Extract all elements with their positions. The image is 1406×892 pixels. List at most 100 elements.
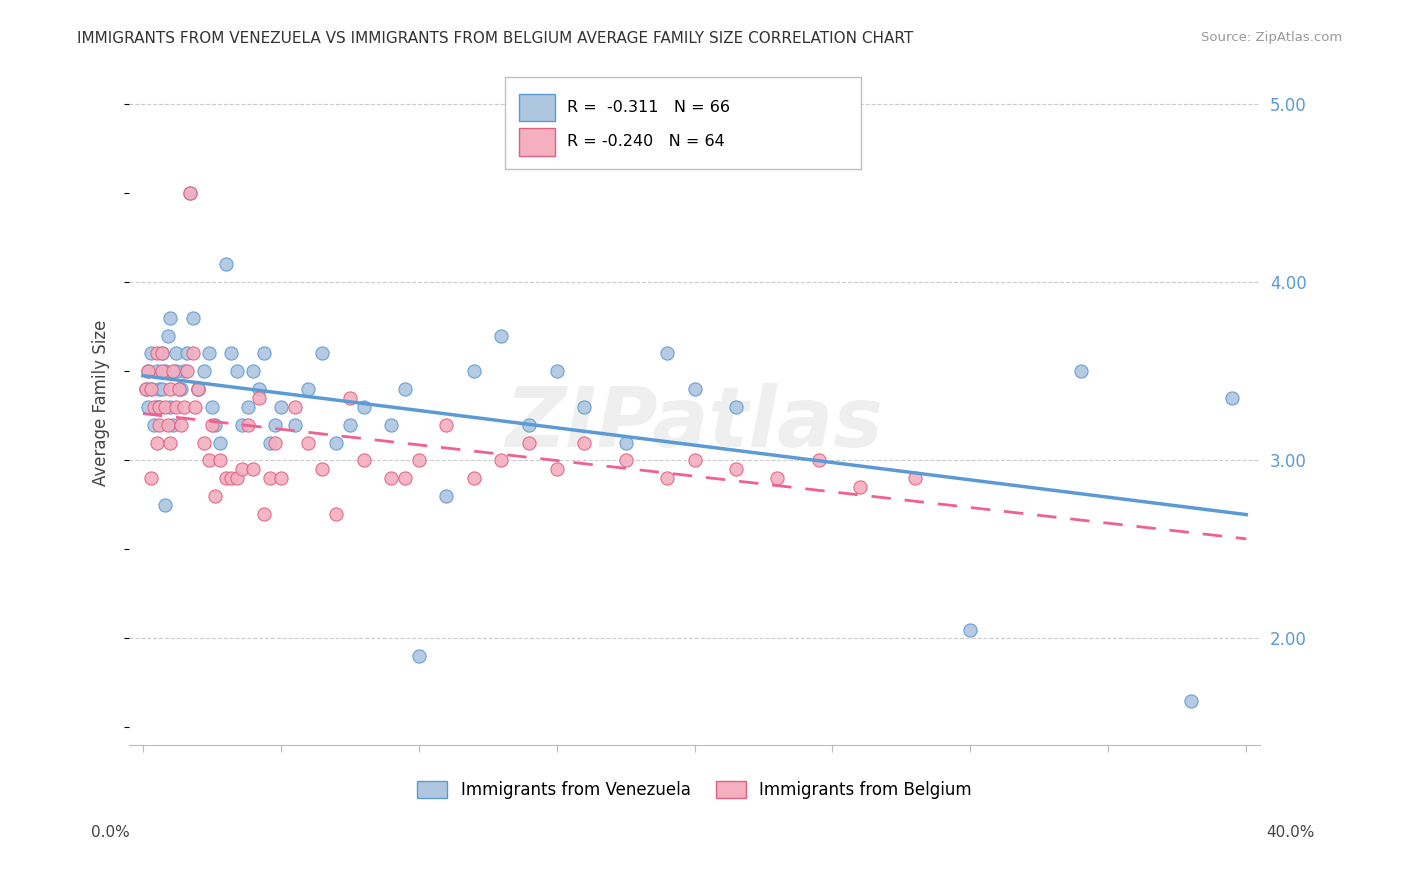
Point: [614, 453, 637, 467]
Point: [142, 417, 165, 432]
Point: [394, 471, 416, 485]
Point: [339, 391, 361, 405]
Text: 40.0%: 40.0%: [1267, 825, 1315, 840]
Point: [201, 417, 224, 432]
Point: [170, 382, 193, 396]
Legend: Immigrants from Venezuela, Immigrants from Belgium: Immigrants from Venezuela, Immigrants fr…: [411, 774, 979, 805]
Point: [325, 435, 347, 450]
Text: ZIPatlas: ZIPatlas: [506, 383, 883, 464]
Point: [141, 346, 163, 360]
Point: [138, 364, 160, 378]
Point: [187, 382, 209, 396]
Text: R = -0.240   N = 64: R = -0.240 N = 64: [567, 135, 724, 149]
Point: [159, 435, 181, 450]
Point: [214, 471, 236, 485]
Point: [655, 471, 678, 485]
Point: [1180, 694, 1202, 708]
Point: [176, 364, 198, 378]
Point: [141, 382, 163, 396]
Point: [1070, 364, 1092, 378]
Point: [297, 435, 319, 450]
Point: [724, 400, 747, 414]
Point: [145, 435, 167, 450]
Point: [463, 471, 485, 485]
Point: [434, 417, 457, 432]
Point: [683, 382, 706, 396]
FancyBboxPatch shape: [505, 77, 860, 169]
Point: [311, 462, 333, 476]
Point: [339, 417, 361, 432]
Point: [150, 382, 173, 396]
Point: [198, 346, 221, 360]
Point: [145, 364, 167, 378]
Point: [165, 400, 187, 414]
Point: [325, 507, 347, 521]
Point: [159, 382, 181, 396]
Point: [209, 435, 232, 450]
Point: [148, 400, 170, 414]
Point: [959, 623, 981, 637]
Point: [173, 364, 195, 378]
Text: 0.0%: 0.0%: [91, 825, 131, 840]
Point: [394, 382, 416, 396]
Point: [153, 364, 176, 378]
Point: [264, 435, 287, 450]
Point: [135, 382, 157, 396]
Point: [242, 462, 264, 476]
Point: [236, 417, 259, 432]
Point: [148, 400, 170, 414]
Point: [187, 382, 209, 396]
Text: IMMIGRANTS FROM VENEZUELA VS IMMIGRANTS FROM BELGIUM AVERAGE FAMILY SIZE CORRELA: IMMIGRANTS FROM VENEZUELA VS IMMIGRANTS …: [77, 31, 914, 46]
Point: [614, 435, 637, 450]
Point: [270, 471, 292, 485]
Bar: [519, 94, 555, 121]
Point: [179, 186, 201, 201]
Point: [408, 649, 430, 664]
Point: [311, 346, 333, 360]
Point: [546, 364, 568, 378]
Point: [167, 382, 190, 396]
Point: [159, 310, 181, 325]
Point: [574, 435, 596, 450]
Point: [904, 471, 927, 485]
Point: [187, 382, 209, 396]
Point: [145, 400, 167, 414]
Point: [201, 400, 224, 414]
Point: [849, 480, 872, 494]
Point: [807, 453, 830, 467]
Point: [491, 328, 513, 343]
Point: [150, 346, 173, 360]
Point: [219, 346, 242, 360]
Point: [214, 257, 236, 271]
Point: [683, 453, 706, 467]
Point: [162, 364, 184, 378]
Point: [517, 435, 540, 450]
Point: [253, 346, 276, 360]
Point: [138, 364, 160, 378]
Point: [408, 453, 430, 467]
Point: [247, 382, 270, 396]
Point: [138, 400, 160, 414]
Point: [463, 364, 485, 378]
Point: [517, 417, 540, 432]
Point: [159, 400, 181, 414]
Point: [380, 471, 402, 485]
Point: [165, 346, 187, 360]
Point: [173, 400, 195, 414]
Point: [184, 400, 207, 414]
Point: [181, 310, 204, 325]
Point: [225, 364, 247, 378]
Point: [193, 364, 215, 378]
Point: [284, 417, 307, 432]
Point: [156, 328, 179, 343]
Point: [204, 489, 226, 503]
Point: [1222, 391, 1244, 405]
Point: [231, 417, 253, 432]
Point: [434, 489, 457, 503]
Point: [135, 382, 157, 396]
Point: [284, 400, 307, 414]
Point: [167, 382, 190, 396]
Point: [165, 364, 187, 378]
Point: [491, 453, 513, 467]
Point: [209, 453, 232, 467]
